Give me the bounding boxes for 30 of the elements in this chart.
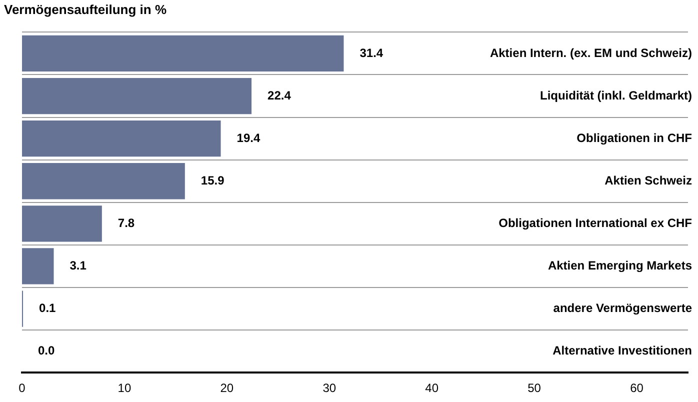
y-tick-label: Aktien Intern. (ex. EM und Schweiz) — [490, 46, 692, 60]
x-tick-label: 60 — [630, 381, 644, 396]
bar — [22, 163, 185, 200]
bar — [22, 120, 221, 157]
chart-title: Vermögensaufteilung in % — [3, 1, 168, 19]
y-tick-label: Obligationen International ex CHF — [498, 216, 692, 230]
y-tick-label: Alternative Investitionen — [552, 344, 692, 358]
data-label: 3.1 — [70, 258, 87, 273]
x-tick-label: 10 — [118, 381, 132, 396]
y-tick-label: Liquidität (inkl. Geldmarkt) — [540, 88, 692, 102]
data-label: 0.0 — [38, 344, 56, 358]
x-tick-label: 40 — [425, 381, 439, 396]
x-tick-label: 0 — [18, 381, 26, 396]
x-tick-label: 50 — [528, 381, 542, 396]
data-label: 31.4 — [360, 46, 384, 60]
y-tick-label: andere Vermögenswerte — [553, 301, 692, 316]
data-label: 15.9 — [200, 173, 225, 188]
y-tick-label: Obligationen in CHF — [576, 130, 692, 145]
x-tick-label: 20 — [220, 381, 234, 396]
bar — [22, 78, 252, 114]
bar — [22, 35, 344, 72]
bar — [22, 206, 102, 242]
y-tick-label: Aktien Schweiz — [604, 173, 692, 188]
data-label: 7.8 — [118, 216, 135, 230]
x-tick-label: 30 — [322, 381, 336, 396]
data-label: 22.4 — [268, 88, 292, 102]
y-tick-label: Aktien Emerging Markets — [548, 258, 692, 273]
bar — [22, 248, 54, 284]
data-label: 19.4 — [236, 130, 260, 145]
data-label: 0.1 — [39, 301, 56, 316]
